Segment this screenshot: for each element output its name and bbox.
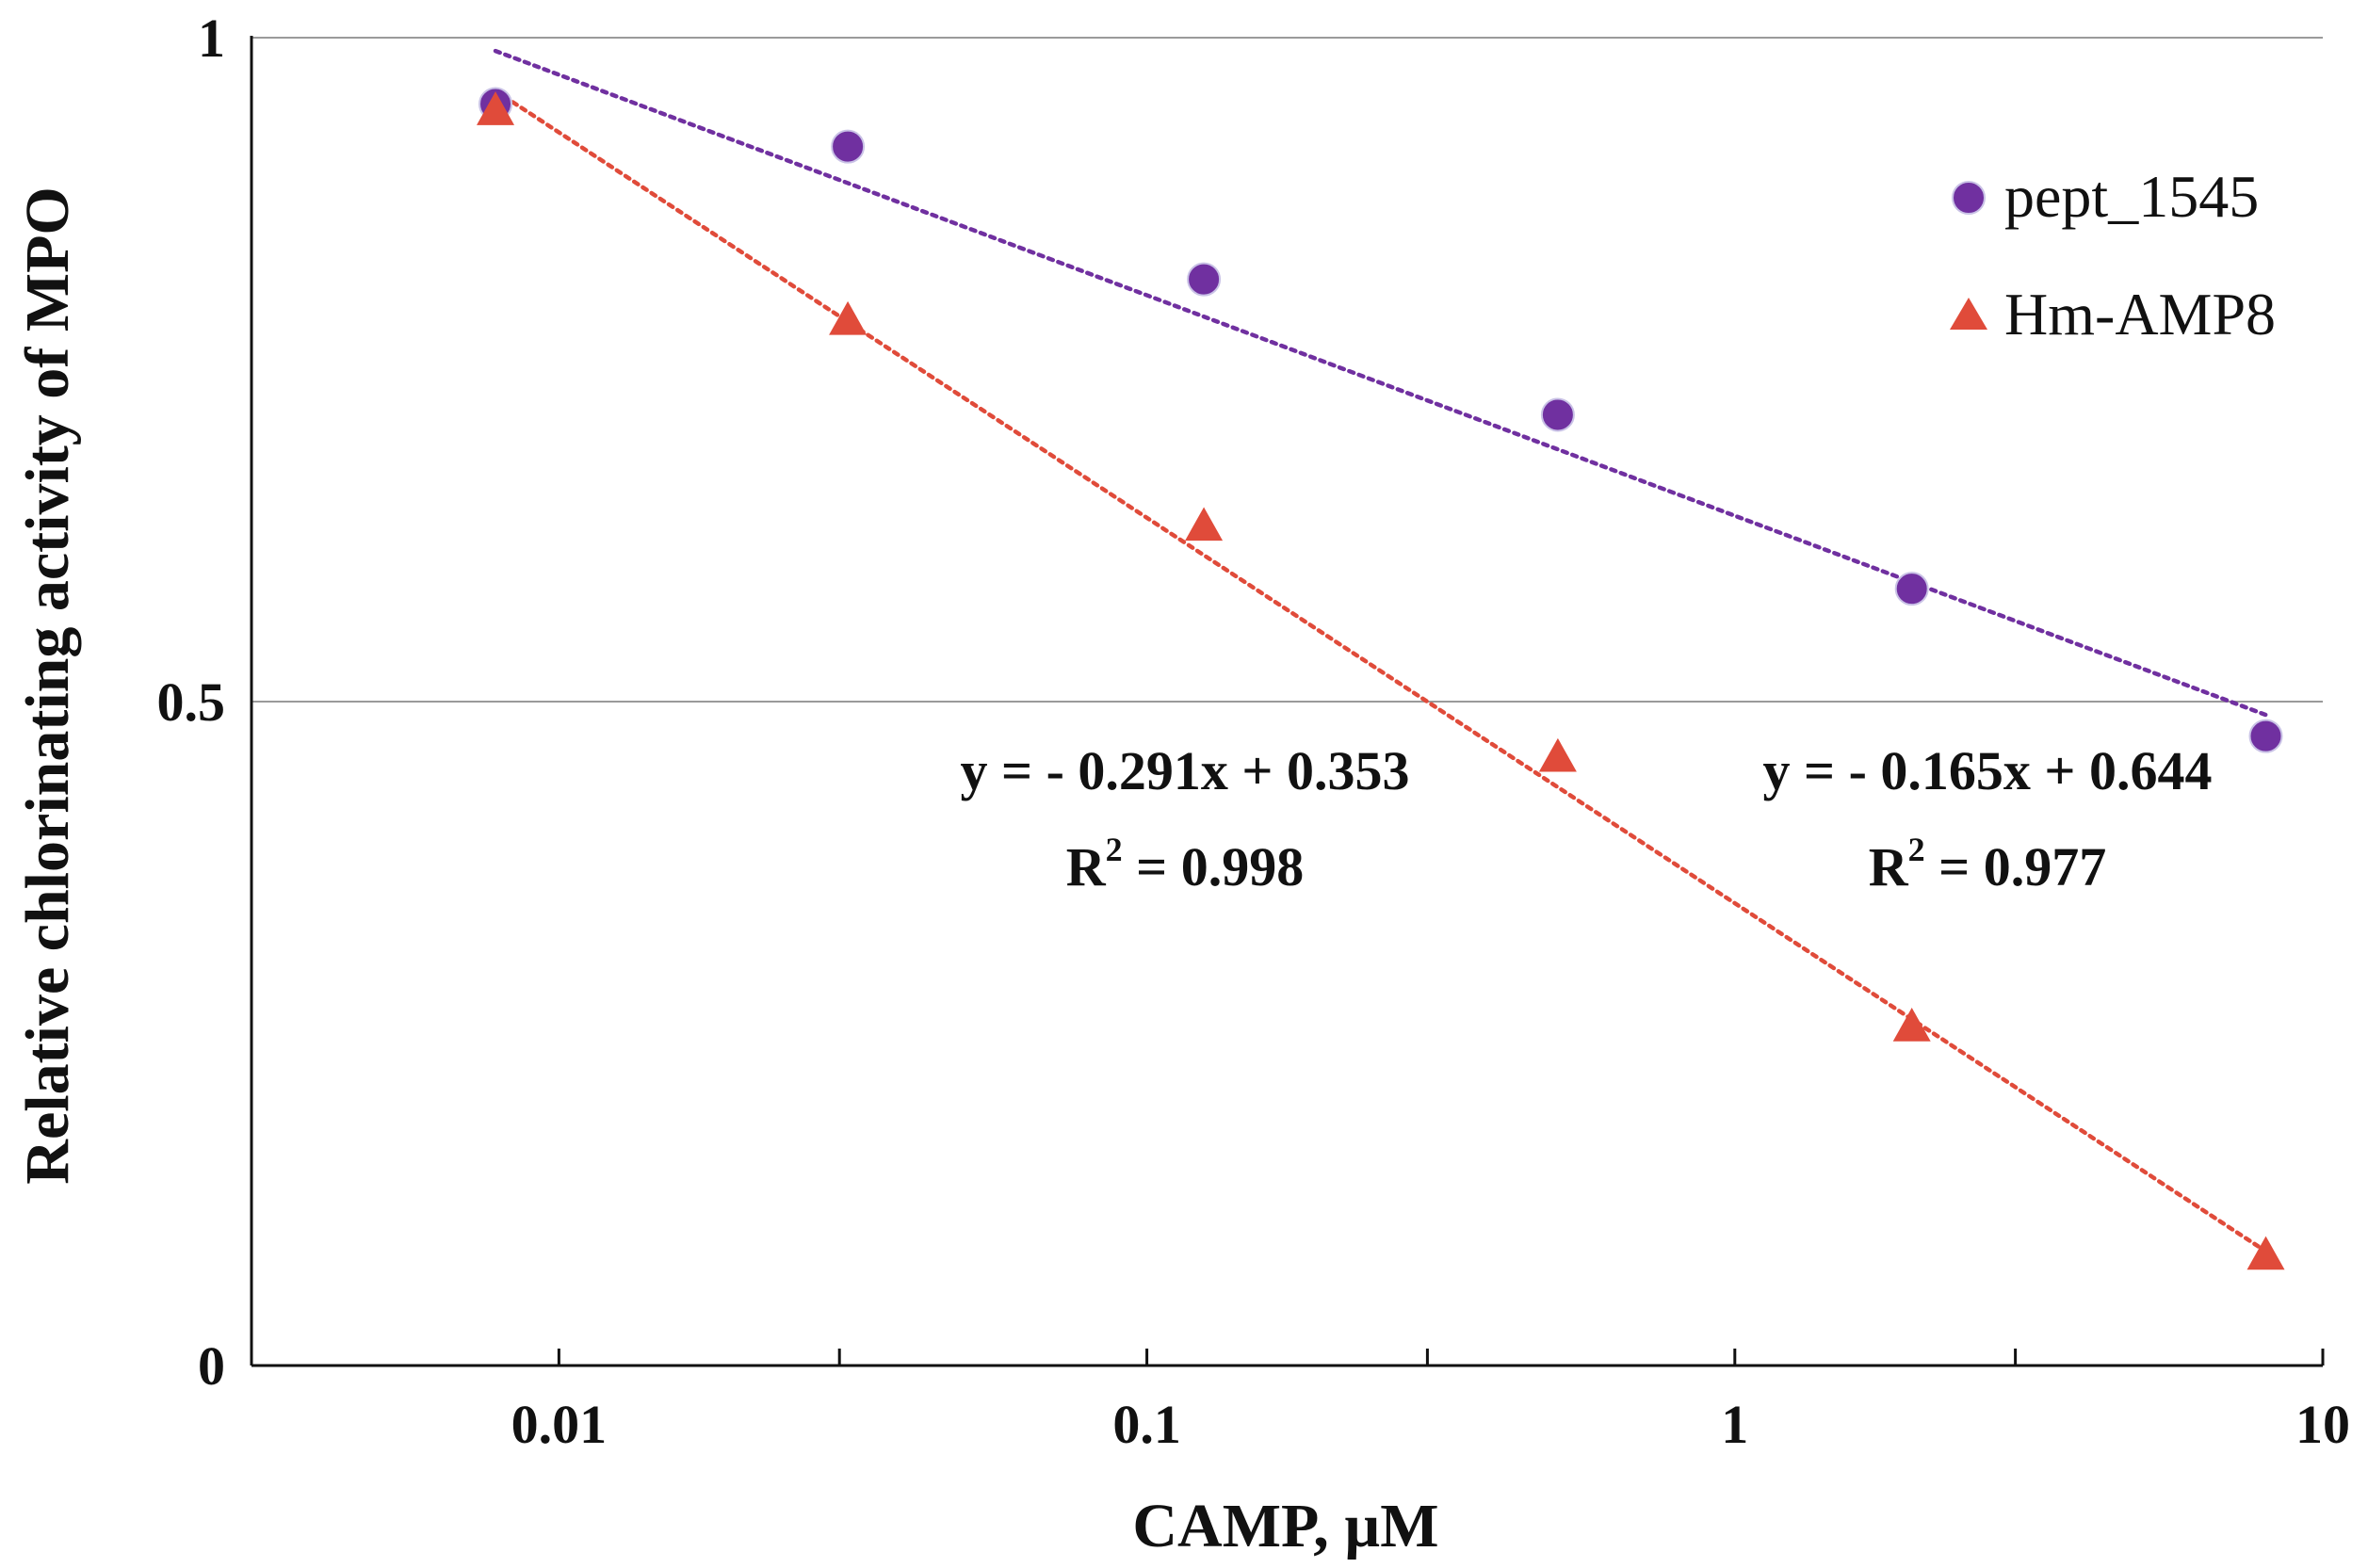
y-tick-labels: 0 0.5 1 [157,8,226,1397]
trendline-pept-1545 [493,48,2268,718]
r2-base: R [1869,836,1909,897]
x-tick-label: 0.01 [511,1394,608,1455]
data-point [1892,1008,1931,1042]
y-tick-label: 0 [198,1335,225,1397]
r2-superscript: 2 [1106,831,1123,868]
x-tick-marks [557,1349,2325,1366]
x-tick-label: 10 [2295,1394,2350,1455]
r2-superscript: 2 [1908,831,1925,868]
data-point [831,129,866,164]
r-squared-hm-amp8: R2 = 0.998 [1066,831,1304,897]
x-tick-labels: 0.01 0.1 1 10 [511,1394,2350,1455]
legend-label-hm-amp8: Hm-AMP8 [2004,281,2276,348]
annotation-hm-amp8: y = - 0.291x + 0.353 R2 = 0.998 [961,740,1410,897]
r2-value: = 0.998 [1123,836,1305,897]
r-squared-pept-1545: R2 = 0.977 [1869,831,2106,897]
series-hm-amp8-points [477,91,2285,1270]
equation-pept-1545: y = - 0.165x + 0.644 [1763,740,2213,801]
data-point [829,300,868,335]
data-point [1540,397,1575,432]
r2-base: R [1066,836,1107,897]
data-point [2246,1236,2285,1270]
data-point [2248,719,2283,753]
x-tick-label: 1 [1721,1394,1748,1455]
data-point [1538,737,1577,772]
data-point [1185,507,1224,542]
data-point [1187,262,1222,297]
trendline-hm-amp8 [493,89,2268,1253]
data-point [1894,572,1929,606]
legend-marker-hm-amp8 [1950,298,1987,330]
equation-hm-amp8: y = - 0.291x + 0.353 [961,740,1410,801]
x-tick-label: 0.1 [1112,1394,1181,1455]
y-tick-label: 1 [198,8,225,69]
y-tick-label: 0.5 [157,671,226,733]
r2-value: = 0.977 [1925,836,2107,897]
x-axis-title: CAMP, µM [1132,1492,1438,1560]
legend-marker-pept-1545 [1952,181,1986,215]
legend-label-pept-1545: pept_1545 [2004,163,2259,230]
legend: pept_1545 Hm-AMP8 [1950,163,2276,348]
data-point [477,91,515,125]
y-gridlines [251,37,2323,703]
annotation-pept-1545: y = - 0.165x + 0.644 R2 = 0.977 [1763,740,2213,897]
y-axis-title: Relative chlorinating activity of MPO [13,186,82,1184]
